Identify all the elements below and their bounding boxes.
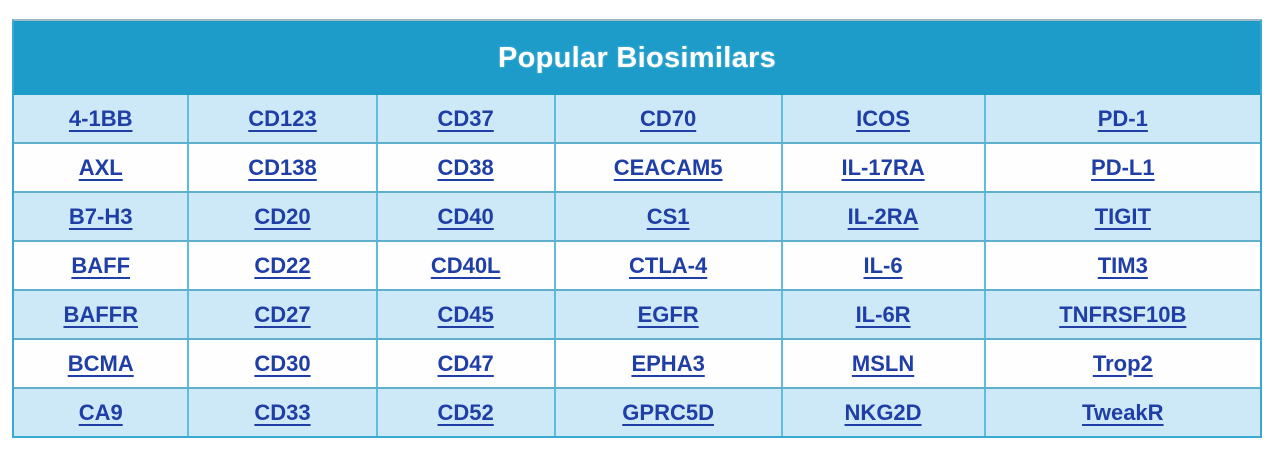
- table-cell: CD52: [375, 387, 556, 436]
- biosimilar-link[interactable]: ICOS: [856, 105, 910, 131]
- biosimilar-link[interactable]: CD40L: [430, 252, 501, 278]
- biosimilar-link[interactable]: Trop2: [1092, 350, 1153, 376]
- table-cell: IL-6R: [780, 289, 986, 340]
- table-cell: NKG2D: [780, 387, 986, 436]
- table-cell: CD22: [187, 240, 378, 291]
- table-cell: CD33: [187, 387, 378, 436]
- table-cell: CD70: [553, 95, 783, 144]
- biosimilar-link[interactable]: CS1: [646, 203, 690, 229]
- table-cell: CD30: [187, 338, 378, 389]
- biosimilar-link[interactable]: TIM3: [1097, 252, 1148, 278]
- biosimilar-link[interactable]: EGFR: [637, 301, 699, 327]
- biosimilar-link[interactable]: CD138: [248, 154, 317, 180]
- table-cell: ICOS: [780, 95, 986, 144]
- table-cell: TIM3: [983, 240, 1260, 291]
- table-cell: PD-L1: [983, 142, 1260, 193]
- biosimilar-link[interactable]: TweakR: [1082, 399, 1164, 425]
- table-cell: 4-1BB: [14, 95, 190, 144]
- biosimilar-link[interactable]: CD22: [254, 252, 311, 278]
- table-row: 4-1BB CD123 CD37 CD70 ICOS PD-1: [14, 95, 1260, 144]
- biosimilar-link[interactable]: MSLN: [851, 350, 915, 376]
- biosimilar-link[interactable]: CD40: [437, 203, 494, 229]
- table-cell: BAFF: [14, 240, 190, 291]
- biosimilar-link[interactable]: CD45: [437, 301, 494, 327]
- biosimilar-link[interactable]: CD30: [254, 350, 311, 376]
- table-cell: IL-17RA: [780, 142, 986, 193]
- biosimilar-link[interactable]: CD37: [437, 105, 494, 131]
- biosimilar-link[interactable]: CD27: [254, 301, 311, 327]
- biosimilar-link[interactable]: BAFF: [71, 252, 131, 278]
- biosimilar-link[interactable]: CD52: [437, 399, 494, 425]
- biosimilar-link[interactable]: IL-6: [863, 252, 903, 278]
- table-cell: CS1: [553, 191, 783, 242]
- biosimilar-link[interactable]: IL-2RA: [847, 203, 919, 229]
- table-cell: IL-6: [780, 240, 986, 291]
- table-cell: AXL: [14, 142, 190, 193]
- biosimilar-link[interactable]: EPHA3: [631, 350, 705, 376]
- biosimilar-link[interactable]: GPRC5D: [622, 399, 714, 425]
- table-cell: BCMA: [14, 338, 190, 389]
- biosimilar-link[interactable]: BAFFR: [63, 301, 138, 327]
- table-cell: CTLA-4: [553, 240, 783, 291]
- biosimilar-link[interactable]: PD-1: [1097, 105, 1148, 131]
- biosimilar-link[interactable]: CD33: [254, 399, 311, 425]
- table-cell: CD40: [375, 191, 556, 242]
- biosimilar-link[interactable]: 4-1BB: [68, 105, 133, 131]
- biosimilar-link[interactable]: B7-H3: [68, 203, 133, 229]
- table-cell: TIGIT: [983, 191, 1260, 242]
- biosimilar-link[interactable]: TNFRSF10B: [1059, 301, 1187, 327]
- biosimilar-link[interactable]: CD38: [437, 154, 494, 180]
- biosimilar-link[interactable]: CA9: [78, 399, 123, 425]
- table-cell: CD38: [375, 142, 556, 193]
- biosimilars-link-table: 4-1BB CD123 CD37 CD70 ICOS PD-1 AXL CD138 CD38 CE…: [14, 95, 1260, 436]
- biosimilar-link[interactable]: CD123: [248, 105, 317, 131]
- biosimilar-link[interactable]: TIGIT: [1094, 203, 1151, 229]
- table-cell: CD27: [187, 289, 378, 340]
- biosimilar-link[interactable]: CD47: [437, 350, 494, 376]
- table-row: BAFF CD22 CD40L CTLA-4 IL-6 TIM3: [14, 240, 1260, 291]
- table-row: BAFFR CD27 CD45 EGFR IL-6R TNFRSF10B: [14, 289, 1260, 340]
- biosimilar-link[interactable]: CTLA-4: [629, 252, 708, 278]
- table-cell: BAFFR: [14, 289, 190, 340]
- table-cell: CD47: [375, 338, 556, 389]
- biosimilar-link[interactable]: AXL: [78, 154, 123, 180]
- table-title: Popular Biosimilars: [14, 21, 1260, 95]
- table-cell: B7-H3: [14, 191, 190, 242]
- table-cell: CD20: [187, 191, 378, 242]
- table-cell: Trop2: [983, 338, 1260, 389]
- table-row: B7-H3 CD20 CD40 CS1 IL-2RA TIGIT: [14, 191, 1260, 242]
- table-cell: IL-2RA: [780, 191, 986, 242]
- biosimilar-link[interactable]: CD20: [254, 203, 311, 229]
- biosimilar-link[interactable]: NKG2D: [844, 399, 922, 425]
- table-cell: PD-1: [983, 95, 1260, 144]
- table-cell: TweakR: [983, 387, 1260, 436]
- biosimilar-link[interactable]: CEACAM5: [613, 154, 723, 180]
- biosimilar-link[interactable]: BCMA: [67, 350, 134, 376]
- table-cell: TNFRSF10B: [983, 289, 1260, 340]
- table-row: BCMA CD30 CD47 EPHA3 MSLN Trop2: [14, 338, 1260, 389]
- biosimilar-link[interactable]: IL-6R: [855, 301, 911, 327]
- table-cell: CA9: [14, 387, 190, 436]
- table-cell: CD123: [187, 95, 378, 144]
- biosimilar-link[interactable]: CD70: [640, 105, 697, 131]
- biosimilar-link[interactable]: PD-L1: [1091, 154, 1155, 180]
- table-cell: GPRC5D: [553, 387, 783, 436]
- biosimilar-link[interactable]: IL-17RA: [841, 154, 925, 180]
- table-row: AXL CD138 CD38 CEACAM5 IL-17RA PD-L1: [14, 142, 1260, 193]
- table-cell: CD40L: [375, 240, 556, 291]
- table-row: CA9 CD33 CD52 GPRC5D NKG2D TweakR: [14, 387, 1260, 436]
- table-cell: MSLN: [780, 338, 986, 389]
- table-body: 4-1BB CD123 CD37 CD70 ICOS PD-1 AXL CD138 CD38 CE…: [14, 95, 1260, 436]
- table-cell: CD45: [375, 289, 556, 340]
- table-cell: CD138: [187, 142, 378, 193]
- table-cell: CEACAM5: [553, 142, 783, 193]
- popular-biosimilars-table: Popular Biosimilars 4-1BB CD123 CD37 CD70 IC…: [12, 19, 1262, 438]
- table-cell: CD37: [375, 95, 556, 144]
- table-cell: EPHA3: [553, 338, 783, 389]
- table-cell: EGFR: [553, 289, 783, 340]
